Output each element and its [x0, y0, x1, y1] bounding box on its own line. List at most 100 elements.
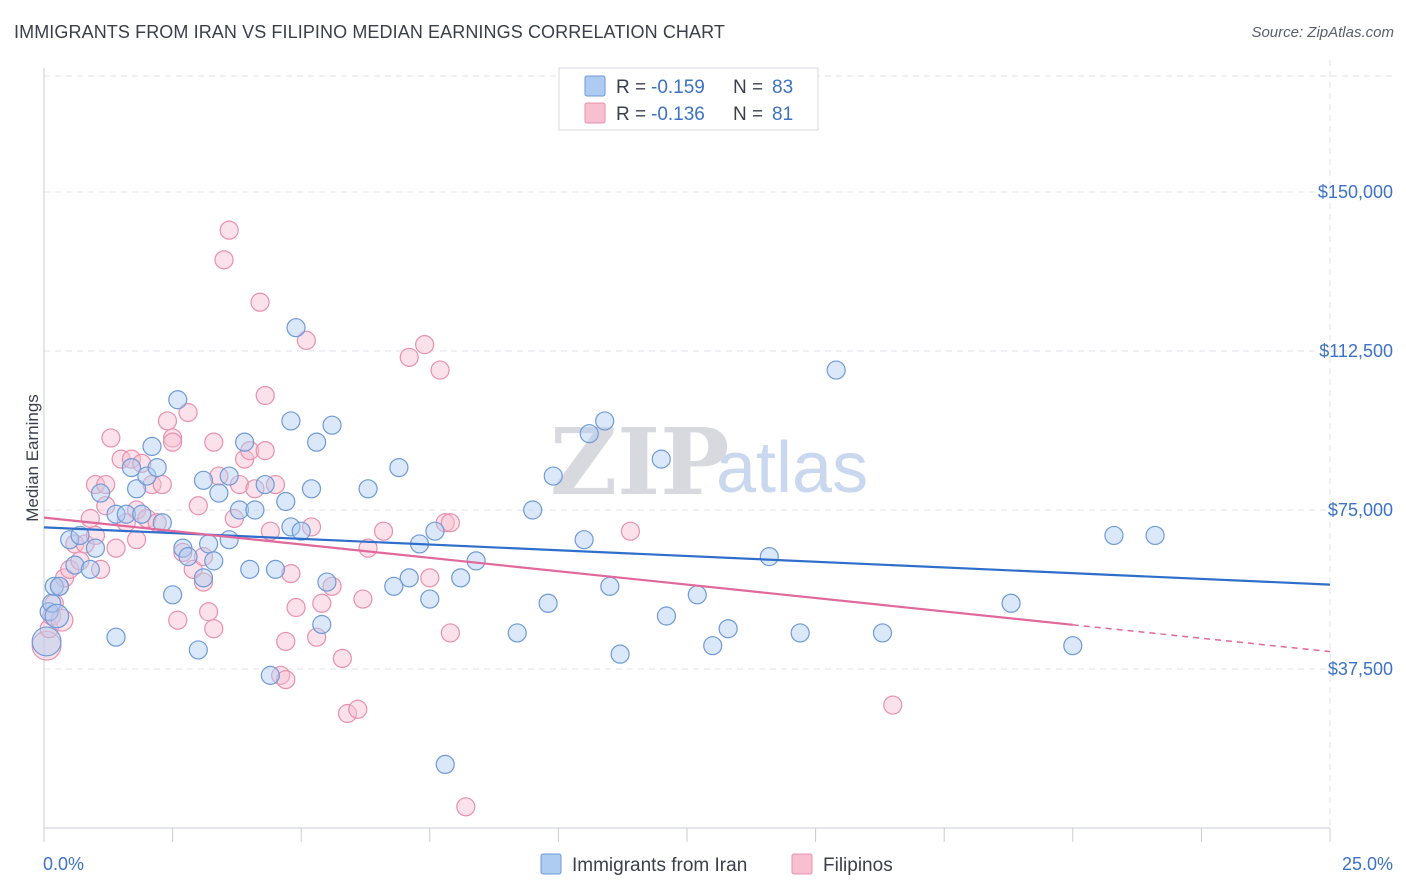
- filipinos-point-64: [353, 589, 373, 609]
- iran-point-27: [193, 568, 214, 588]
- chart-source: Source: ZipAtlas.com: [1251, 24, 1394, 41]
- iran-point-67: [600, 576, 620, 596]
- iran-trend-line: [43, 526, 1331, 586]
- legend-n-label-iran: N =: [733, 77, 763, 98]
- iran-point-12: [106, 627, 126, 647]
- iran-point-66: [595, 411, 615, 431]
- iran-point-69: [651, 449, 671, 469]
- axes: [43, 68, 1331, 842]
- iran-point-59: [435, 754, 455, 775]
- filipinos-point-37: [193, 547, 214, 567]
- iran-point-76: [826, 360, 846, 380]
- filipinos-point-63: [348, 699, 368, 719]
- iran-point-71: [687, 585, 707, 605]
- filipinos-point-53: [276, 631, 296, 652]
- iran-point-47: [312, 614, 332, 635]
- grid-lines: [44, 60, 1392, 828]
- iran-point-58: [466, 551, 486, 571]
- filipinos-point-40: [209, 466, 229, 486]
- iran-point-77: [872, 623, 893, 643]
- legend-swatch-iran: [584, 75, 606, 97]
- iran-point-65: [579, 424, 599, 444]
- filipinos-point-61: [332, 648, 352, 669]
- iran-point-53: [399, 568, 419, 588]
- bottom-legend-label-filipinos: Filipinos: [823, 855, 893, 876]
- iran-point-24: [178, 547, 198, 567]
- iran-point-16: [132, 504, 152, 524]
- iran-point-39: [265, 559, 286, 579]
- iran-point-56: [425, 521, 445, 541]
- iran-point-68: [610, 644, 630, 664]
- iran-point-41: [281, 517, 301, 537]
- iran-point-46: [307, 432, 327, 452]
- filipinos-points: [31, 220, 903, 817]
- filipinos-point-71: [440, 513, 460, 533]
- filipinos-point-33: [178, 402, 198, 423]
- filipinos-point-68: [415, 335, 435, 355]
- iran-point-60: [507, 623, 527, 643]
- iran-point-34: [235, 432, 255, 452]
- y-tick-label-2: $112,500: [1319, 341, 1393, 361]
- iran-point-4: [49, 576, 70, 596]
- filipinos-point-66: [373, 521, 394, 541]
- legend-n-label-filipinos: N =: [733, 104, 763, 125]
- filipinos-point-49: [255, 385, 275, 406]
- legend-n-value-filipinos: 81: [772, 104, 793, 125]
- watermark-atlas: atlas: [716, 428, 868, 508]
- filipinos-point-55: [286, 597, 306, 618]
- iran-point-18: [142, 436, 162, 456]
- iran-point-25: [188, 640, 208, 660]
- iran-point-32: [219, 530, 239, 550]
- filipinos-point-75: [456, 797, 476, 817]
- iran-point-48: [317, 572, 337, 592]
- filipinos-point-73: [420, 568, 440, 588]
- iran-point-3: [44, 576, 64, 596]
- iran-point-22: [168, 390, 188, 410]
- iran-point-26: [193, 470, 214, 490]
- y-tick-label-0: $37,500: [1328, 659, 1393, 679]
- iran-point-80: [1104, 525, 1124, 546]
- legend-r-label-filipinos: R =: [616, 104, 646, 125]
- legend-r-value-filipinos: -0.136: [651, 104, 705, 125]
- filipinos-trend-line: [43, 516, 1073, 626]
- iran-point-33: [229, 500, 250, 520]
- x-tick-label-max: 25.0%: [1342, 854, 1393, 874]
- filipinos-point-35: [188, 496, 208, 516]
- legend-n-value-iran: 83: [772, 77, 793, 98]
- bottom-legend-label-iran: Immigrants from Iran: [572, 855, 747, 876]
- iran-point-29: [204, 551, 224, 571]
- filipinos-point-22: [126, 530, 147, 550]
- filipinos-point-23: [132, 453, 152, 473]
- filipinos-point-17: [106, 538, 126, 558]
- filipinos-point-77: [883, 695, 903, 715]
- iran-points: [31, 318, 1165, 775]
- filipinos-point-39: [204, 619, 224, 639]
- filipinos-point-51: [265, 474, 286, 495]
- iran-point-57: [451, 568, 471, 588]
- iran-point-61: [523, 500, 543, 520]
- iran-point-82: [44, 603, 70, 629]
- iran-point-75: [790, 623, 810, 643]
- iran-point-35: [240, 559, 260, 579]
- iran-point-45: [301, 479, 322, 499]
- filipinos-point-69: [430, 360, 450, 380]
- filipinos-point-54: [281, 563, 301, 584]
- iran-point-10: [90, 483, 111, 503]
- iran-point-5: [60, 530, 80, 550]
- filipinos-point-79: [204, 432, 224, 452]
- iran-point-52: [389, 458, 409, 478]
- filipinos-point-59: [312, 593, 332, 613]
- filipinos-point-29: [163, 428, 183, 448]
- filipinos-point-72: [440, 623, 460, 643]
- iran-point-70: [656, 606, 677, 626]
- legend-r-value-iran: -0.159: [651, 77, 705, 98]
- iran-point-64: [574, 530, 594, 550]
- iran-point-81: [1145, 525, 1165, 546]
- iran-point-30: [209, 483, 229, 503]
- filipinos-point-31: [168, 610, 188, 630]
- filipinos-point-28: [157, 411, 178, 431]
- iran-point-8: [80, 559, 100, 579]
- iran-point-9: [85, 538, 106, 558]
- iran-point-51: [384, 576, 404, 596]
